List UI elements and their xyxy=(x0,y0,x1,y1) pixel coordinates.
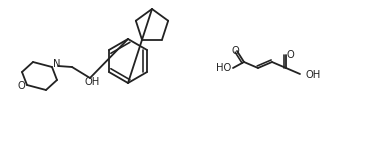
Text: O: O xyxy=(286,50,294,60)
Text: O: O xyxy=(231,46,239,56)
Text: OH: OH xyxy=(305,70,320,80)
Text: N: N xyxy=(53,59,61,69)
Text: O: O xyxy=(17,81,25,91)
Text: OH: OH xyxy=(84,77,99,87)
Text: HO: HO xyxy=(216,63,231,73)
